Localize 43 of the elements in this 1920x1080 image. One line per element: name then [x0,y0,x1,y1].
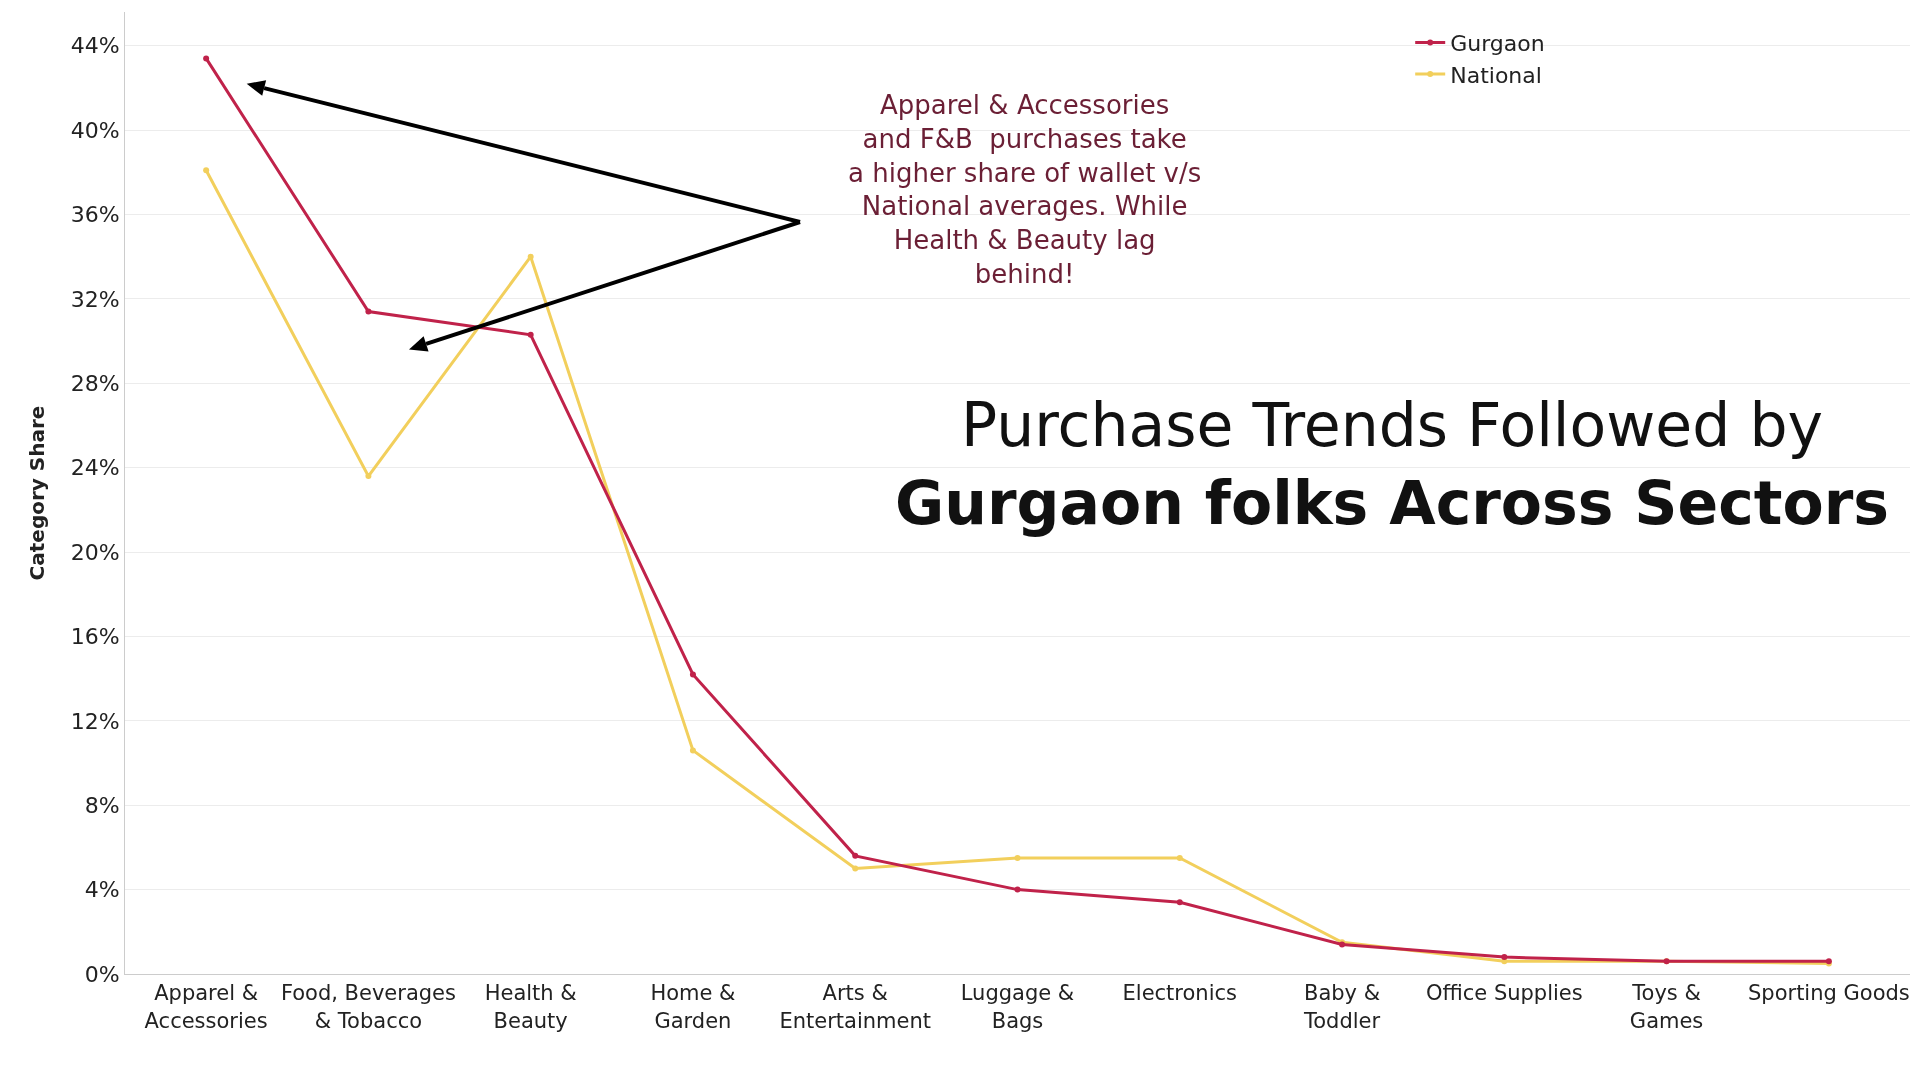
point [1501,954,1508,961]
x-tick-label: Arts & Entertainment [779,981,931,1033]
point [203,55,210,62]
y-axis-title: Category Share [25,405,50,581]
x-tick-label: Home & Garden [650,981,736,1033]
point [852,865,859,872]
y-tick-label: 28% [70,371,120,396]
text: Purchase Trends Followed by Gurgaon folks Across Sectors [895,390,1890,538]
y-tick-label: 40% [70,117,120,143]
point [689,671,696,678]
annotation: Apparel & Accessories and F&B purchases take a higher share of wallet v/s National averages. While Health & Beauty lag behind! [848,90,1202,289]
x-tick-label: Baby & Toddler [1302,981,1381,1033]
y-tick-label: 44% [70,33,120,59]
x-tick-label: Toys & Games [1629,981,1704,1033]
point [1014,854,1021,861]
point [1176,899,1183,906]
y-tick-label: 4% [84,877,120,903]
point [852,852,859,859]
point [1176,854,1183,861]
point [689,747,696,754]
y-tick-label: 0% [84,961,120,987]
y-tick-label: 24% [70,455,120,481]
legend-label: National [1450,62,1542,88]
point [1014,886,1021,893]
y-tick-label: 16% [70,624,120,650]
y-tick-label: 20% [70,539,120,565]
x-tick-label: Electronics [1122,981,1237,1006]
x-tick-label: Office Supplies [1425,981,1583,1006]
point [365,473,372,480]
x-tick-label: Sporting Goods [1747,981,1910,1006]
x-tick-label: Apparel & Accessories [144,981,268,1033]
point [365,308,372,315]
y-tick-label: 36% [70,202,120,228]
point [527,331,534,338]
x-tick-label: Luggage & Bags [960,981,1075,1033]
x-tick-label: Health & Beauty [484,981,577,1033]
y-tick-label: 12% [70,708,120,734]
y-tick-label: 8% [84,792,120,818]
y-tick-label: 32% [70,286,120,312]
point [527,253,534,260]
legend-label: Gurgaon [1450,31,1545,56]
point [203,167,210,174]
x-tick-label: Food, Beverages & Tobacco [280,981,456,1033]
